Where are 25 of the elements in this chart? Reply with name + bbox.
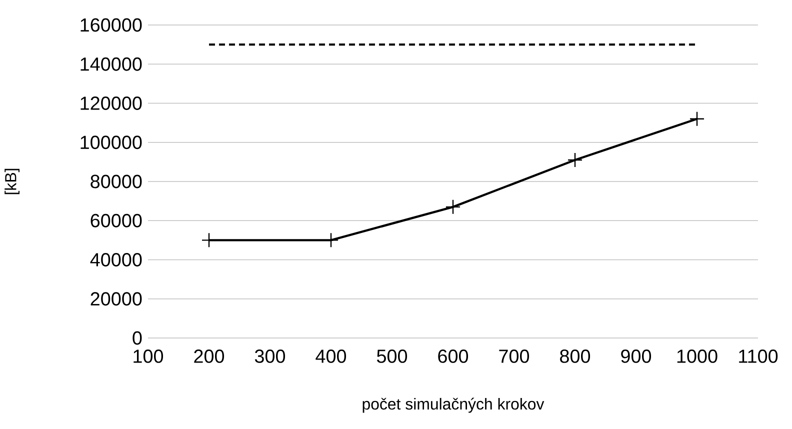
y-tick-label: 80000 (90, 174, 142, 188)
y-tick-label: 0 (132, 331, 142, 345)
y-tick-label: 160000 (80, 18, 142, 32)
y-tick-label: 40000 (90, 253, 142, 266)
x-tick-label: 600 (438, 350, 468, 363)
point (689, 111, 705, 126)
y-axis-title: [kB] (4, 168, 20, 194)
x-tick-label: 800 (560, 350, 590, 363)
point (567, 152, 583, 168)
x-tick-label: 100 (134, 350, 164, 363)
y-tick-label: 100000 (80, 136, 142, 150)
x-tick-label: 400 (316, 350, 346, 363)
x-tick-label: 1100 (739, 350, 778, 363)
x-tick-label: 500 (376, 350, 408, 363)
point (445, 199, 461, 215)
x-tick-label: 200 (194, 350, 224, 363)
y-tick-label: 20000 (90, 292, 142, 306)
x-axis-title: počet simulačných krokov (362, 398, 544, 413)
x-tick-label: 900 (621, 350, 652, 363)
x-tick-label: 300 (254, 350, 286, 363)
x-tick-label: 700 (499, 350, 530, 363)
x-tick-label: 1000 (677, 350, 718, 363)
y-tick-label: 120000 (80, 96, 142, 110)
y-tick-label: 140000 (80, 57, 142, 71)
y-tick-label: 60000 (90, 214, 142, 228)
